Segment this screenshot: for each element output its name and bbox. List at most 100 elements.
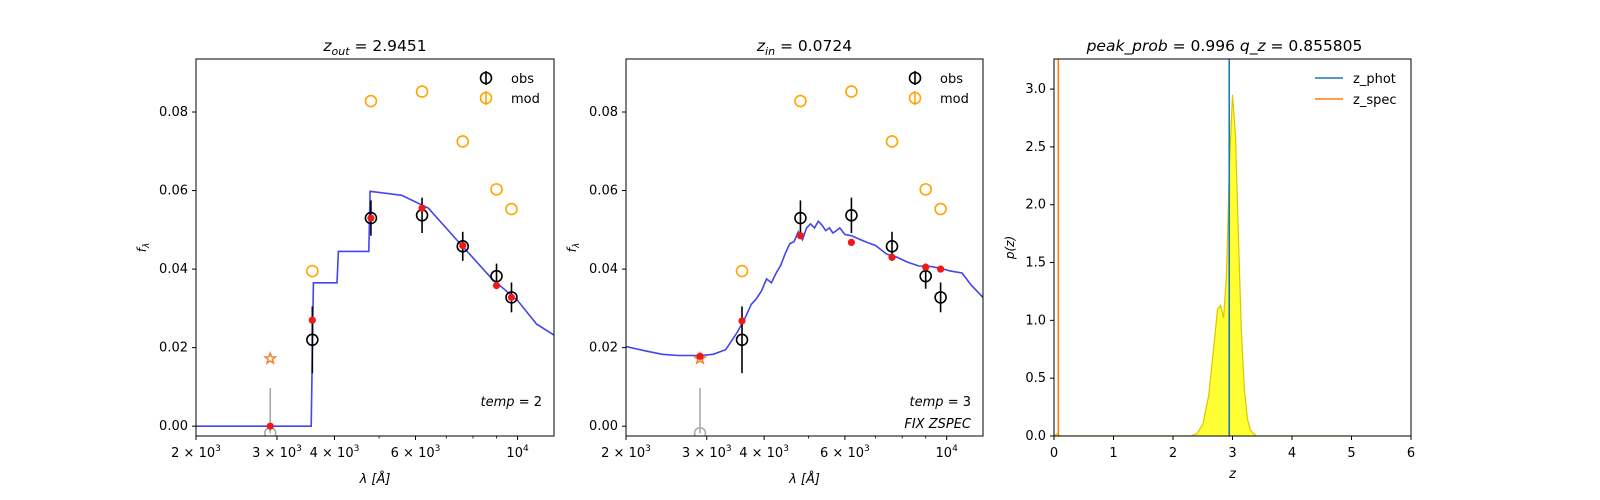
xlabel-symbol: λ xyxy=(788,472,797,487)
x-tick-exponent: 3 xyxy=(215,444,221,454)
x-tick-label: 104 xyxy=(506,444,529,461)
x-tick-label: 1 xyxy=(1109,446,1117,461)
annotation-text: temp = 2 xyxy=(481,395,542,410)
x-tick-base: 2 × 10 xyxy=(601,446,645,461)
y-tick-label: 2.5 xyxy=(1025,140,1046,155)
title-value: = 0.996 xyxy=(1168,37,1235,55)
y-tick-label: 2.0 xyxy=(1025,198,1046,213)
y-tick-label: 0.02 xyxy=(159,341,188,356)
panel-1-ylabel: fλ xyxy=(135,243,152,253)
x-tick-exponent: 3 xyxy=(645,444,651,454)
mod-point xyxy=(794,94,807,108)
y-tick-label: 1.5 xyxy=(1025,256,1046,271)
x-tick-base: 6 × 10 xyxy=(391,446,435,461)
legend-label: obs xyxy=(940,72,963,87)
legend-label: obs xyxy=(511,72,534,87)
x-tick-label: 3 × 103 xyxy=(682,444,732,461)
panel-2-axes: 0.000.020.040.060.082 × 103 3 × 103 4 × 10… xyxy=(589,105,958,461)
mod-point xyxy=(490,183,503,196)
synthetic-flux-point xyxy=(492,281,501,290)
synthetic-flux-point xyxy=(308,316,316,324)
x-tick-label: 2 × 103 xyxy=(171,444,221,461)
obs-point xyxy=(490,269,503,283)
synthetic-flux-point xyxy=(937,265,945,273)
legend-marker xyxy=(908,91,922,105)
obs-point xyxy=(885,240,899,253)
xlabel-unit: [Å] xyxy=(797,471,820,487)
x-tick-label: 3 × 103 xyxy=(252,444,302,461)
x-tick-label: 3 xyxy=(1228,446,1236,461)
mod-point xyxy=(735,264,749,278)
panel-1-xlabel: λ [Å] xyxy=(359,471,391,487)
mod-point xyxy=(885,135,899,148)
xlabel-symbol: λ xyxy=(359,472,368,487)
x-tick-exponent: 3 xyxy=(726,444,732,454)
legend-marker xyxy=(908,71,922,85)
ylabel-subscript: λ xyxy=(572,243,582,249)
ylabel-symbol: p(z) xyxy=(1003,236,1017,260)
y-tick-label: 0.04 xyxy=(589,262,618,277)
legend-label: z_phot xyxy=(1353,72,1396,87)
panel-3-legend: z_phot z_spec xyxy=(1315,72,1397,108)
y-tick-label: 0.02 xyxy=(589,341,618,356)
y-tick-label: 0.00 xyxy=(159,419,188,434)
panel-2-ylabel: fλ xyxy=(565,243,582,253)
y-tick-label: 0.04 xyxy=(159,262,188,277)
model-curve xyxy=(626,219,983,357)
x-tick-base: 6 × 10 xyxy=(820,446,864,461)
annotation-text: FIX ZSPEC xyxy=(904,417,972,432)
x-tick-label: 4 × 103 xyxy=(310,444,360,461)
title-subscript: in xyxy=(765,45,775,58)
panel-2-plot-area xyxy=(626,85,983,436)
x-tick-label: 6 × 103 xyxy=(391,444,441,461)
synthetic-flux-point xyxy=(796,232,805,240)
x-tick-label: 6 × 103 xyxy=(820,444,870,461)
synthetic-flux-point xyxy=(847,238,856,246)
x-tick-exponent: 3 xyxy=(435,444,441,454)
title-subscript: out xyxy=(332,45,351,58)
legend-marker xyxy=(479,71,493,85)
mod-point xyxy=(919,183,932,196)
synthetic-flux-point xyxy=(696,352,704,360)
legend-label: mod xyxy=(511,92,540,107)
ylabel-subscript: λ xyxy=(142,243,152,249)
obs-point xyxy=(735,333,749,347)
title-value: = 0.0724 xyxy=(775,37,852,55)
synthetic-flux-point xyxy=(922,263,930,271)
obs-point xyxy=(845,208,858,222)
mod-point xyxy=(934,202,947,216)
mod-point xyxy=(456,135,470,148)
title-variable: q_z xyxy=(1235,37,1267,56)
star-marker xyxy=(263,351,278,365)
mod-point xyxy=(505,202,518,216)
legend-label: mod xyxy=(940,92,969,107)
panel-3-ylabel: p(z) xyxy=(1003,236,1017,260)
x-tick-base: 4 × 10 xyxy=(739,446,783,461)
y-tick-label: 1.0 xyxy=(1025,313,1046,328)
x-tick-label: 5 xyxy=(1347,446,1355,461)
ylabel-symbol: f xyxy=(565,246,579,252)
x-tick-base: 2 × 10 xyxy=(171,446,215,461)
obs-point xyxy=(456,240,470,253)
x-tick-base: 3 × 10 xyxy=(252,446,296,461)
x-tick-label: 4 xyxy=(1288,446,1296,461)
title-variable: z xyxy=(756,37,766,55)
x-tick-label: 2 × 103 xyxy=(601,444,651,461)
title-value: = 0.855805 xyxy=(1266,37,1363,55)
y-tick-label: 3.0 xyxy=(1025,82,1046,97)
ylabel-symbol: f xyxy=(135,246,149,252)
y-tick-label: 0.5 xyxy=(1025,371,1046,386)
panel-3-plot-area xyxy=(1054,59,1352,436)
annotation-variable: FIX ZSPEC xyxy=(904,417,972,432)
x-tick-exponent: 3 xyxy=(864,444,870,454)
panel-3-axes: 0.0 0.5 1.0 1.5 2.0 2.5 3.0 0 1 2 3 4 5 6 xyxy=(1025,82,1415,461)
panel-3-xlabel: z xyxy=(1228,467,1237,482)
x-tick-exponent: 4 xyxy=(952,444,958,454)
title-value: = 2.9451 xyxy=(350,37,427,55)
synthetic-flux-point xyxy=(507,293,516,301)
pdf-line xyxy=(1054,94,1352,436)
annotation-text: temp = 3 xyxy=(910,395,971,410)
panel-2-xlabel: λ [Å] xyxy=(788,471,820,487)
mod-point xyxy=(364,94,378,108)
